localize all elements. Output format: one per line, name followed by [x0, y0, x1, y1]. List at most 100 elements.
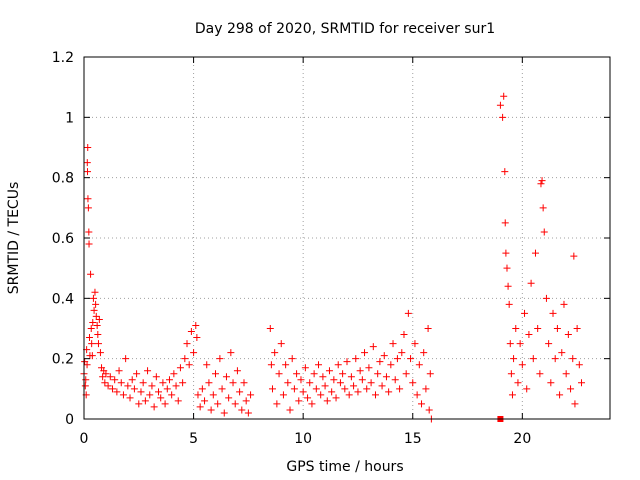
data-point: [534, 325, 542, 332]
data-point: [387, 361, 395, 369]
y-tick-label: 0.8: [52, 171, 74, 187]
data-point: [236, 388, 244, 396]
data-point: [139, 379, 147, 387]
data-point: [424, 325, 432, 332]
data-point: [133, 370, 141, 378]
data-point: [525, 331, 533, 339]
data-point: [148, 382, 156, 390]
data-point: [365, 364, 373, 372]
data-point: [539, 204, 547, 212]
data-point: [290, 385, 298, 393]
data-point: [146, 391, 154, 399]
data-point: [527, 279, 535, 287]
data-point: [500, 92, 508, 100]
data-point: [89, 318, 97, 326]
data-point: [356, 367, 364, 375]
data-point: [225, 394, 233, 402]
data-point: [560, 300, 568, 308]
data-point: [505, 300, 513, 308]
grid-lines: [84, 57, 610, 419]
data-point: [503, 264, 511, 272]
data-point: [507, 370, 515, 378]
data-point: [325, 367, 333, 375]
data-point: [170, 370, 178, 378]
data-point: [174, 397, 182, 405]
data-point: [330, 376, 338, 384]
data-point: [308, 400, 316, 408]
data-point: [216, 355, 224, 363]
data-point: [389, 340, 397, 348]
data-point: [409, 379, 417, 387]
data-point: [400, 331, 408, 339]
axis-ticks: 0 0.2 0.4 0.6 0.8 1 1.2 0 5 10 15 20: [52, 50, 610, 447]
data-point: [558, 349, 566, 357]
x-tick-label: 10: [294, 431, 312, 447]
x-tick-label: 20: [513, 431, 531, 447]
data-point: [161, 400, 169, 408]
data-point: [150, 403, 158, 411]
data-point: [371, 391, 379, 399]
data-point: [113, 388, 121, 396]
data-point: [376, 358, 384, 366]
data-point: [556, 391, 564, 399]
data-point: [227, 349, 235, 357]
y-tick-label: 1: [65, 110, 74, 126]
data-point: [523, 385, 531, 393]
data-point: [358, 376, 366, 384]
data-point: [111, 376, 119, 384]
data-point: [130, 385, 138, 393]
data-point: [233, 367, 241, 375]
x-axis-label: GPS time / hours: [286, 459, 403, 475]
data-point: [304, 394, 312, 402]
data-point: [575, 361, 583, 369]
data-point: [104, 382, 112, 390]
data-point: [334, 361, 342, 369]
data-point: [578, 379, 586, 387]
data-point: [102, 370, 110, 378]
data-point: [547, 379, 555, 387]
data-point: [529, 355, 537, 363]
data-point: [282, 361, 290, 369]
y-tick-label: 0.2: [52, 352, 74, 368]
data-point: [266, 325, 274, 332]
data-point: [508, 391, 516, 399]
data-point: [391, 376, 399, 384]
data-point: [510, 355, 518, 363]
data-point: [553, 325, 561, 332]
data-point: [537, 180, 545, 188]
data-point: [350, 382, 358, 390]
data-point: [95, 315, 103, 323]
data-point: [413, 391, 421, 399]
data-point: [203, 361, 211, 369]
data-point: [299, 388, 307, 396]
data-point: [425, 406, 433, 414]
data-point: [352, 355, 360, 363]
data-point: [231, 400, 239, 408]
data-point: [222, 373, 230, 381]
data-point: [378, 382, 386, 390]
data-point: [549, 309, 557, 317]
data-point: [106, 373, 114, 381]
data-point: [81, 382, 89, 390]
data-point: [415, 361, 423, 369]
data-point: [564, 331, 572, 339]
y-tick-label: 0.6: [52, 231, 74, 247]
data-point: [514, 379, 522, 387]
data-point: [92, 312, 100, 320]
data-point: [501, 219, 509, 227]
data-points: [80, 92, 586, 423]
data-point: [502, 249, 510, 257]
data-point: [404, 309, 412, 317]
data-point: [83, 361, 91, 369]
data-point: [396, 385, 404, 393]
data-point: [499, 113, 507, 121]
data-point: [295, 397, 303, 405]
data-point: [229, 379, 237, 387]
data-point: [284, 379, 292, 387]
data-point: [159, 379, 167, 387]
data-point: [268, 385, 276, 393]
data-point: [271, 349, 279, 357]
data-point: [205, 379, 213, 387]
data-point: [501, 168, 509, 176]
data-point: [267, 361, 275, 369]
